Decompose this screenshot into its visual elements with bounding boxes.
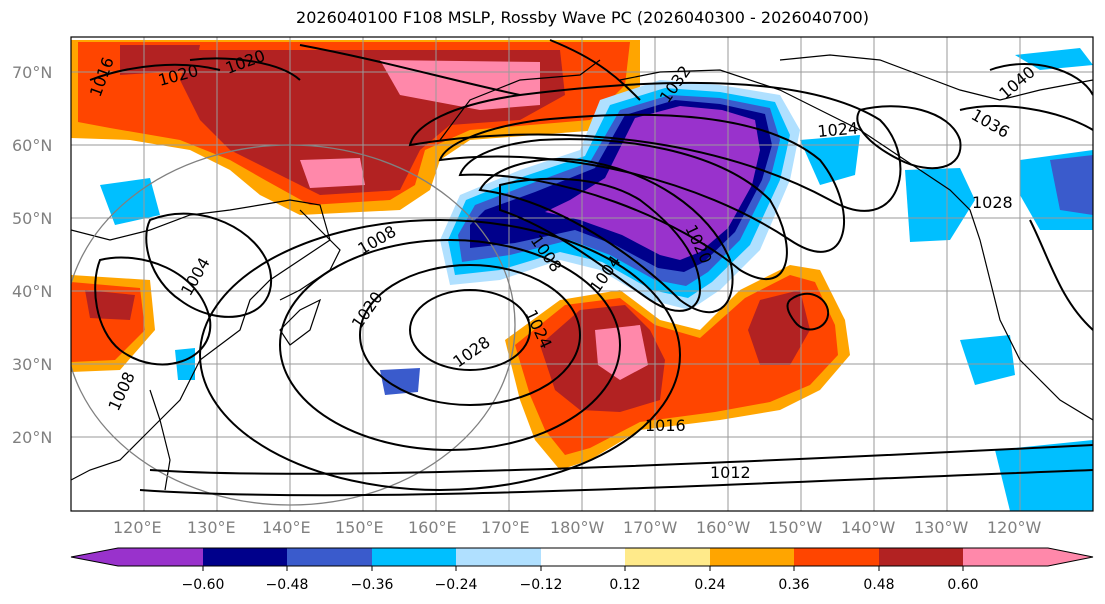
colorbar-tick-label: 0.36 xyxy=(778,577,809,593)
colorbar-tick-label: 0.60 xyxy=(947,577,978,593)
lat-label: 60°N xyxy=(12,136,52,155)
lon-label: 130°W xyxy=(914,518,969,537)
range-circle xyxy=(71,144,516,506)
lon-label: 180°W xyxy=(550,518,605,537)
lat-label: 40°N xyxy=(12,282,52,301)
colorbar-tick-label: −0.60 xyxy=(182,577,225,593)
colorbar-extend-min xyxy=(71,548,118,566)
coastlines xyxy=(71,54,1093,491)
colorbar: −0.60 −0.48 −0.36 −0.24 −0.12 0.12 0.24 … xyxy=(70,547,1094,593)
mslp-contours xyxy=(89,39,1093,497)
lat-label: 50°N xyxy=(12,209,52,228)
colorbar-tick-label: −0.24 xyxy=(435,577,478,593)
colorbar-tick-label: 0.12 xyxy=(609,577,640,593)
lon-label: 160°W xyxy=(696,518,751,537)
lat-label: 70°N xyxy=(12,63,52,82)
map-title: 2026040100 F108 MSLP, Rossby Wave PC (20… xyxy=(296,8,869,27)
lat-label: 30°N xyxy=(12,355,52,374)
lon-label: 170°W xyxy=(623,518,678,537)
colorbar-extend-max xyxy=(1048,548,1093,566)
lat-label: 20°N xyxy=(12,428,52,447)
lon-label: 150°W xyxy=(768,518,823,537)
colorbar-tick-label: 0.48 xyxy=(863,577,894,593)
latitude-labels: 70°N 60°N 50°N 40°N 30°N 20°N xyxy=(12,63,52,447)
lon-label: 140°W xyxy=(841,518,896,537)
contour-label: 1028 xyxy=(972,193,1013,212)
longitude-labels: 120°E 130°E 140°E 150°E 160°E 170°E 180°… xyxy=(113,518,1042,537)
positive-anomaly-pacific xyxy=(505,265,850,470)
lon-label: 150°E xyxy=(335,518,384,537)
lon-label: 120°W xyxy=(987,518,1042,537)
lon-label: 170°E xyxy=(481,518,530,537)
contour-label: 1012 xyxy=(710,463,751,482)
contour-label: 1024 xyxy=(817,119,859,141)
colorbar-tick-label: −0.48 xyxy=(266,577,309,593)
colorbar-tick-label: −0.36 xyxy=(351,577,394,593)
lon-label: 130°E xyxy=(187,518,236,537)
negative-anomaly-alaska xyxy=(800,135,860,185)
plot-frame xyxy=(70,36,1094,512)
colorbar-tick-label: −0.12 xyxy=(520,577,563,593)
contour-label: 1016 xyxy=(645,416,686,435)
lon-label: 120°E xyxy=(113,518,162,537)
lon-label: 160°E xyxy=(408,518,457,537)
map-plot-area: 1016 1020 1020 1032 1040 1036 1024 1028 … xyxy=(71,37,1093,511)
colorbar-tick-label: 0.24 xyxy=(694,577,725,593)
lon-label: 140°E xyxy=(262,518,311,537)
